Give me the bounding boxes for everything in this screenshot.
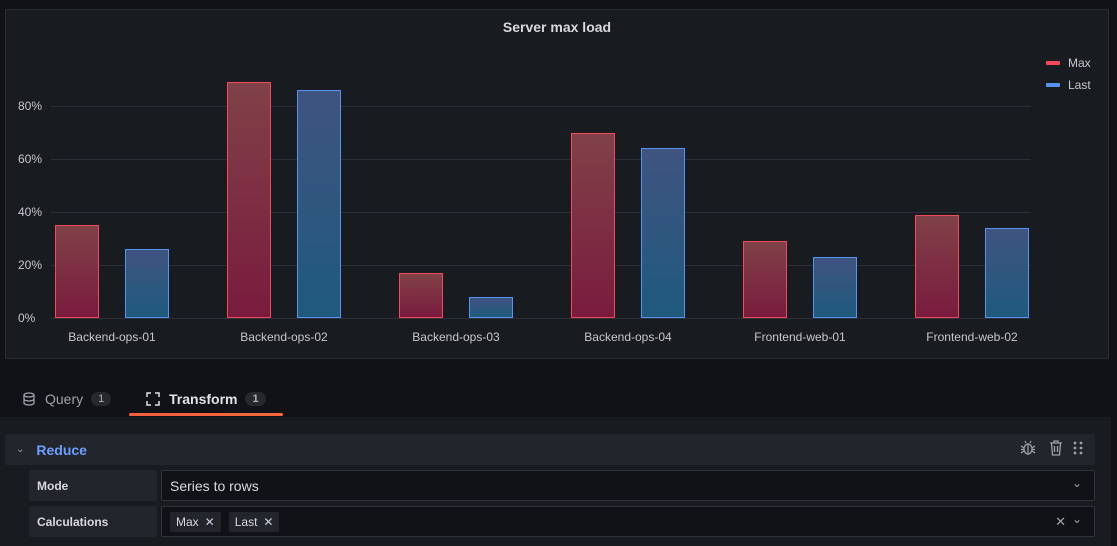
y-tick-label: 60% xyxy=(18,152,43,166)
x-tick-label: Backend-ops-01 xyxy=(68,330,156,344)
editor-tabs: Query 1 Transform 1 xyxy=(0,380,1117,417)
bar-max[interactable] xyxy=(399,272,443,318)
mode-value: Series to rows xyxy=(170,477,259,494)
chip-label: Max xyxy=(176,514,199,529)
legend-swatch-last xyxy=(1046,83,1060,87)
calculations-label: Calculations xyxy=(29,506,157,537)
transform-name: Reduce xyxy=(36,441,87,458)
scrollbar[interactable] xyxy=(1111,417,1117,546)
bar-last[interactable] xyxy=(641,148,685,318)
trash-icon[interactable] xyxy=(1049,440,1063,459)
clear-all-icon[interactable]: ✕ xyxy=(1055,514,1066,529)
active-tab-indicator xyxy=(129,413,283,416)
x-tick-label: Backend-ops-04 xyxy=(584,330,672,344)
bar-max[interactable] xyxy=(743,241,787,318)
legend-item-max[interactable]: Max xyxy=(1046,52,1091,74)
chip-label: Last xyxy=(234,514,258,529)
calculations-row: Calculations Max ✕ Last ✕ ✕ ⌄ xyxy=(29,506,1095,537)
tab-query[interactable]: Query 1 xyxy=(22,380,112,417)
drag-handle-icon[interactable] xyxy=(1073,440,1083,459)
x-tick-label: Backend-ops-02 xyxy=(240,330,328,344)
transform-header[interactable]: ⌄ Reduce xyxy=(5,434,1095,465)
gridline xyxy=(51,106,1031,107)
y-tick-label: 20% xyxy=(18,258,43,272)
bar-max[interactable] xyxy=(55,225,99,318)
tab-label: Transform xyxy=(169,390,238,407)
legend-label: Max xyxy=(1068,56,1091,70)
y-tick-label: 80% xyxy=(18,99,43,113)
gridline xyxy=(51,212,1031,213)
y-tick-label: 0% xyxy=(18,311,36,325)
mode-select[interactable]: Series to rows ⌄ xyxy=(161,470,1095,501)
panel-title: Server max load xyxy=(502,19,612,35)
calculations-multiselect[interactable]: Max ✕ Last ✕ ✕ ⌄ xyxy=(161,506,1095,537)
bar-max[interactable] xyxy=(227,82,271,318)
bar-last[interactable] xyxy=(297,90,341,318)
tab-transform[interactable]: Transform 1 xyxy=(146,380,266,417)
bar-max[interactable] xyxy=(571,132,615,318)
chevron-down-icon[interactable]: ⌄ xyxy=(1071,512,1082,526)
bar-last[interactable] xyxy=(985,227,1029,318)
bar-last[interactable] xyxy=(813,257,857,318)
x-tick-label: Frontend-web-01 xyxy=(754,330,846,344)
legend: Max Last xyxy=(1046,52,1091,96)
chart-panel: Server max load 0% 20% 40% 60% 80% Backend-op… xyxy=(5,9,1109,359)
gridline xyxy=(51,159,1031,160)
tab-label: Query xyxy=(45,390,84,407)
remove-chip-icon[interactable]: ✕ xyxy=(263,514,274,529)
remove-chip-icon[interactable]: ✕ xyxy=(204,514,215,529)
debug-bug-icon[interactable] xyxy=(1020,440,1036,459)
legend-item-last[interactable]: Last xyxy=(1046,74,1091,96)
bar-chart: 0% 20% 40% 60% 80% Backend-ops-01 Backend-ops-… xyxy=(6,10,1108,358)
x-tick-label: Frontend-web-02 xyxy=(926,330,1018,344)
calc-chip-last: Last ✕ xyxy=(228,511,280,532)
gridline xyxy=(51,265,1031,266)
tab-count-badge: 1 xyxy=(91,391,112,406)
calc-chip-max: Max ✕ xyxy=(170,511,221,532)
mode-label: Mode xyxy=(29,470,157,501)
chevron-down-icon[interactable]: ⌄ xyxy=(1071,476,1082,490)
bar-last[interactable] xyxy=(469,296,513,318)
database-icon xyxy=(23,391,35,406)
gridline xyxy=(51,318,1031,319)
transform-editor: ⌄ Reduce Mode Series to rows ⌄ Calculati… xyxy=(0,417,1111,546)
chevron-down-icon[interactable]: ⌄ xyxy=(16,444,25,455)
x-tick-label: Backend-ops-03 xyxy=(412,330,500,344)
legend-swatch-max xyxy=(1046,61,1060,65)
bar-max[interactable] xyxy=(915,214,959,318)
y-tick-label: 40% xyxy=(18,205,43,219)
transform-icon xyxy=(146,391,160,406)
tab-count-badge: 1 xyxy=(245,391,266,406)
bar-last[interactable] xyxy=(125,249,169,318)
mode-row: Mode Series to rows ⌄ xyxy=(29,470,1095,501)
legend-label: Last xyxy=(1068,78,1091,92)
